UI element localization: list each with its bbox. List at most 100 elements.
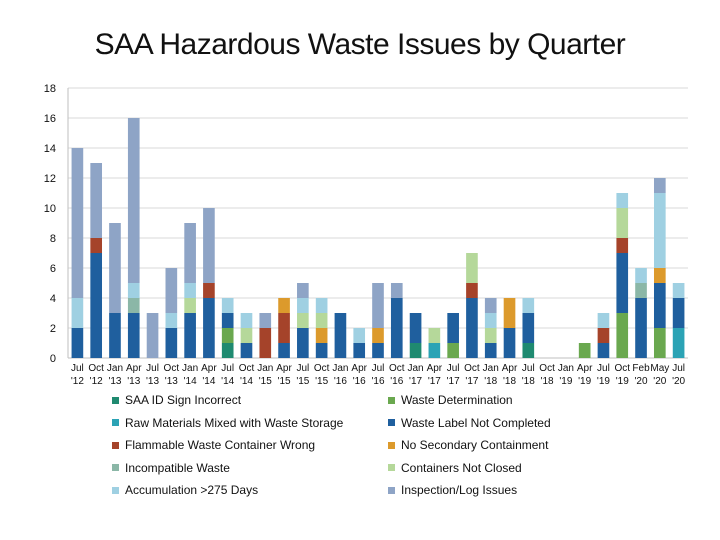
bar-segment [109, 223, 121, 313]
x-tick-label: Jul [597, 363, 610, 374]
bar-segment [203, 298, 215, 358]
legend-label: Incompatible Waste [125, 460, 230, 475]
legend-item: SAA ID Sign Incorrect [112, 393, 241, 407]
chart-title: SAA Hazardous Waste Issues by Quarter [94, 28, 626, 61]
legend-swatch [112, 441, 119, 449]
bar-segment [390, 283, 403, 298]
bar-segment [653, 268, 666, 283]
y-tick-label: 12 [44, 173, 56, 185]
legend-item: Accumulation >275 Days [112, 483, 258, 497]
legend-label: Accumulation >275 Days [125, 483, 259, 497]
bar-segment [297, 328, 309, 358]
legend-item: Waste Label Not Completed [388, 416, 551, 430]
x-tick-label: Apr [276, 363, 292, 374]
bar-segment [522, 313, 535, 343]
x-tick-label: Jul [296, 363, 309, 374]
x-tick-label: Jan [107, 363, 123, 374]
bar-segment [616, 208, 629, 238]
bar-segment [297, 298, 309, 313]
legend-item: Incompatible Waste [112, 461, 230, 475]
x-tick-label: Oct [614, 363, 630, 374]
x-tick-label: '13 [108, 376, 121, 387]
bar-segment [616, 193, 629, 208]
x-tick-label: Jan [483, 363, 499, 374]
bar-segment [184, 313, 196, 358]
legend-swatch [112, 464, 119, 471]
bar-segment [635, 298, 647, 358]
x-tick-label: Feb [632, 363, 650, 374]
x-tick-label: Jan [408, 363, 424, 374]
bar-segment [447, 343, 459, 358]
bar-segment [578, 343, 591, 358]
bar-segment [184, 298, 196, 313]
x-tick-label: Jan [257, 363, 273, 374]
bar-segment [240, 328, 253, 343]
legend-label: Inspection/Log Issues [401, 483, 518, 497]
bar-segment [597, 343, 610, 358]
x-tick-label: '13 [165, 376, 178, 387]
bar-segment [466, 283, 478, 298]
x-tick-label: '16 [371, 376, 384, 387]
legend-item: Raw Materials Mixed with Waste Storage [112, 416, 343, 430]
legend-item: Inspection/Log Issues [388, 483, 517, 497]
x-tick-label: Jan [558, 363, 574, 374]
x-tick-label: '19 [616, 376, 629, 387]
x-tick-label: '16 [390, 376, 403, 387]
bar-segment [653, 178, 666, 193]
bar-segment [597, 313, 610, 328]
bar-segment [127, 313, 140, 358]
legend-swatch [112, 396, 119, 404]
x-tick-label: Oct [164, 363, 180, 374]
bar-segment [653, 328, 666, 358]
bar-segment [259, 328, 272, 358]
y-tick-label: 2 [50, 323, 56, 335]
bar-segment [315, 313, 328, 328]
bar-segment [240, 343, 253, 358]
x-tick-label: Jul [221, 363, 234, 374]
bar-segment [259, 313, 272, 328]
y-tick-label: 8 [50, 233, 56, 245]
legend-label: Raw Materials Mixed with Waste Storage [125, 415, 344, 430]
x-tick-label: '17 [465, 376, 478, 387]
legend-label: SAA ID Sign Incorrect [125, 393, 242, 407]
bar-segment [635, 283, 647, 298]
bar-segment [203, 283, 215, 298]
x-tick-label: '17 [428, 376, 441, 387]
bar-segment [484, 328, 497, 343]
x-tick-label: '19 [578, 376, 591, 387]
bar-segment [315, 328, 328, 343]
bar-segment [127, 283, 140, 298]
y-tick-label: 10 [44, 203, 56, 215]
bar-segment [428, 328, 441, 343]
bar-segment [203, 208, 215, 283]
bar-segment [372, 343, 384, 358]
x-tick-label: '17 [447, 376, 460, 387]
legend-swatch [112, 486, 119, 494]
x-tick-label: '15 [259, 376, 272, 387]
bar-segment [353, 343, 366, 358]
bar-segment [672, 328, 685, 358]
x-tick-label: Apr [126, 363, 142, 374]
bar-segment [353, 328, 366, 343]
x-tick-label: '14 [202, 376, 215, 387]
x-tick-label: Oct [314, 363, 330, 374]
y-tick-label: 16 [44, 113, 56, 125]
x-tick-label: Jul [71, 363, 84, 374]
bar-segment [447, 313, 459, 343]
bar-segment [146, 313, 159, 358]
x-tick-label: Apr [577, 363, 593, 374]
x-tick-label: Oct [239, 363, 255, 374]
bar-segment [503, 298, 516, 328]
x-tick-label: '12 [71, 376, 84, 387]
bar-segment [221, 298, 234, 313]
bar-segment [278, 313, 290, 343]
x-tick-label: '20 [653, 376, 666, 387]
x-tick-label: Oct [464, 363, 480, 374]
bar-segment [297, 283, 309, 298]
legend-label: Flammable Waste Container Wrong [125, 438, 316, 452]
y-tick-label: 14 [44, 143, 56, 155]
x-tick-label: '18 [522, 376, 535, 387]
x-tick-label: '16 [353, 376, 366, 387]
x-tick-label: '18 [503, 376, 516, 387]
bar-segment [390, 298, 403, 358]
